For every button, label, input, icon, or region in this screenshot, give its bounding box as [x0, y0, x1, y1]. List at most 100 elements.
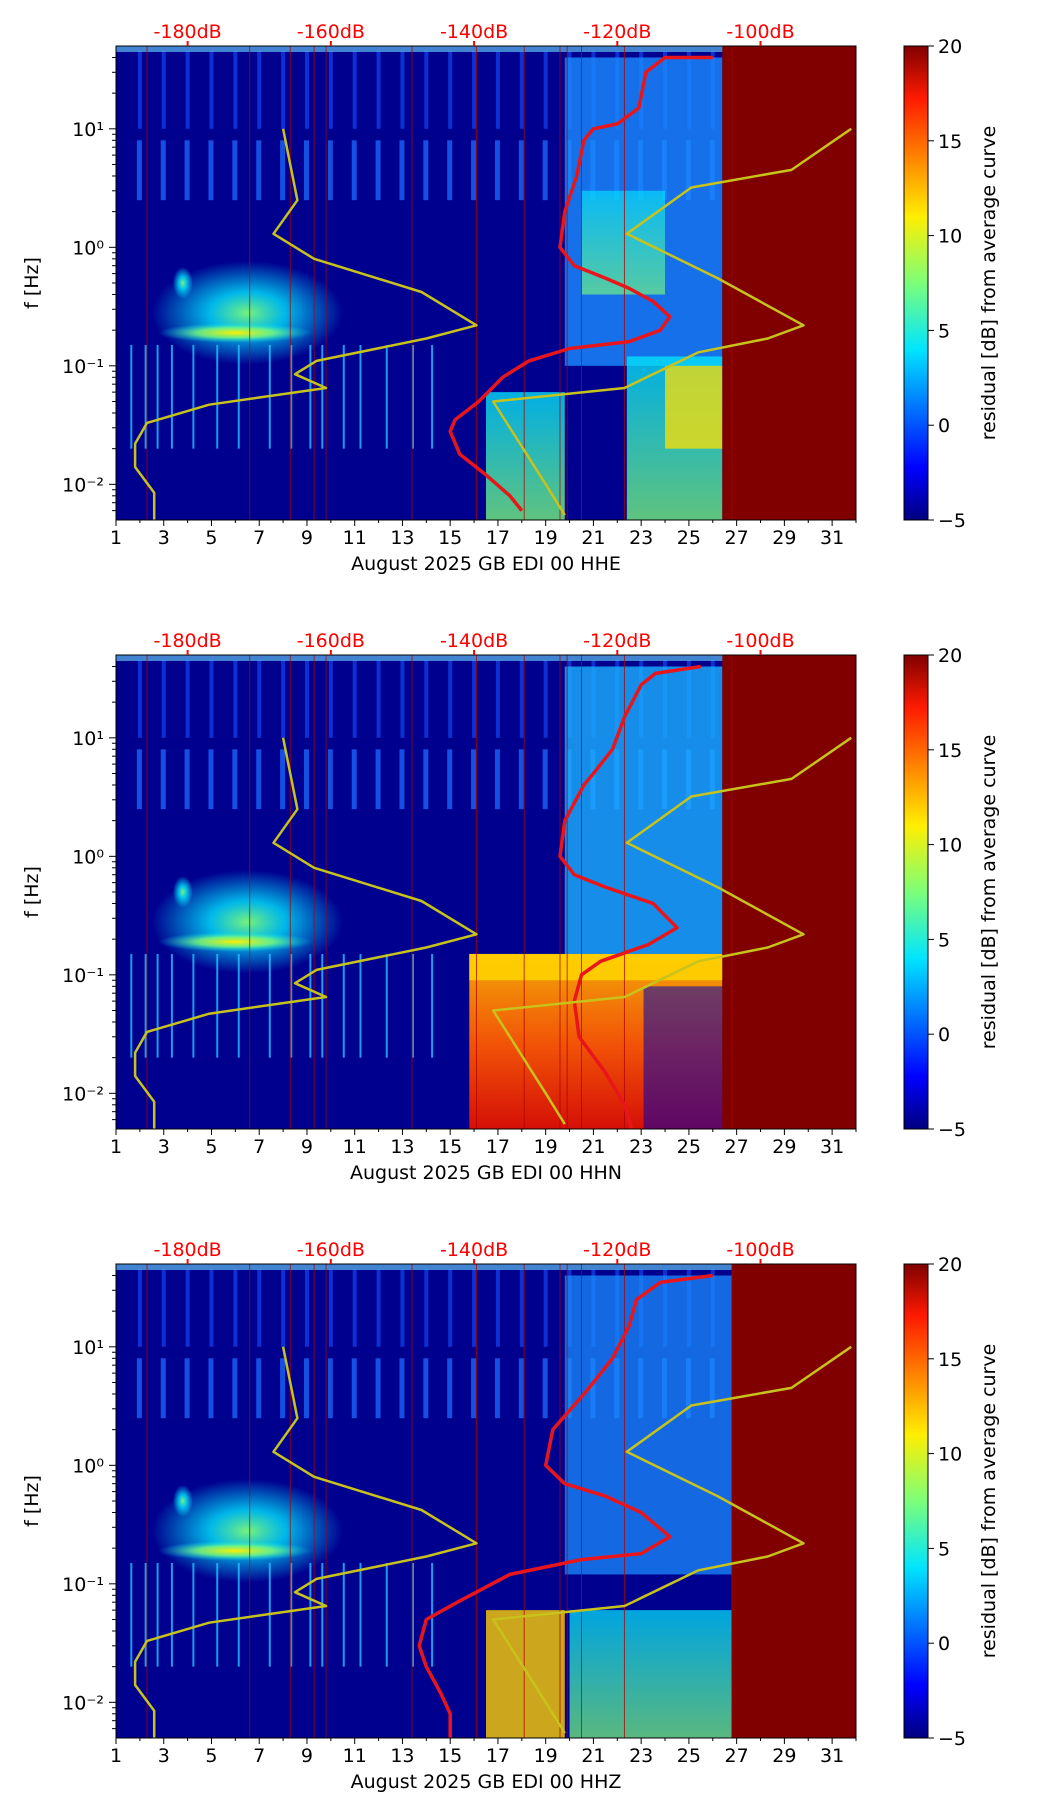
stripe	[448, 51, 453, 129]
stripe	[423, 749, 429, 810]
stripe	[257, 660, 262, 738]
x-tick-label: 7	[253, 1745, 265, 1767]
spike	[290, 953, 293, 1058]
y-axis-label: f [Hz]	[21, 257, 43, 309]
x-tick-label: 27	[725, 1745, 749, 1767]
colorbar-tick-label: 5	[938, 320, 950, 342]
y-tick-label: 10⁻²	[62, 1692, 104, 1714]
x-tick-label: 29	[772, 1745, 796, 1767]
spike	[216, 344, 219, 449]
top-db-axis: -180dB -160dB -140dB -120dB -100dB	[154, 21, 795, 46]
region	[581, 190, 666, 295]
stripe	[137, 51, 142, 129]
colorbar-gradient	[903, 654, 929, 1130]
colorbar-tick-label: 10	[938, 226, 962, 248]
stripe	[519, 1269, 524, 1347]
microseism-spot	[172, 267, 193, 299]
region	[564, 666, 723, 954]
region	[564, 1275, 732, 1575]
x-axis-label: August 2025 GB EDI 00 HHE	[351, 553, 621, 575]
colorbar-tick-label: 5	[938, 929, 950, 951]
saturated-block	[722, 655, 856, 1129]
spike	[156, 1562, 159, 1667]
x-tick-label: 17	[486, 527, 510, 549]
spike	[431, 344, 434, 449]
average-psd-curve	[448, 55, 713, 512]
stripe	[136, 749, 142, 810]
x-tick-label: 15	[438, 527, 462, 549]
stripe	[542, 1358, 548, 1419]
colorbar-gradient	[903, 1263, 929, 1739]
stripe	[494, 749, 500, 810]
colorbar-tick-label: 20	[938, 1254, 962, 1276]
colorbar-tick-label: 20	[938, 36, 962, 58]
colorbar-tick-label: 5	[938, 1538, 950, 1560]
top-db-axis: -180dB -160dB -140dB -120dB -100dB	[154, 630, 795, 655]
stripe	[423, 140, 429, 201]
stripe	[232, 140, 238, 201]
db-tick-label: -160dB	[297, 630, 365, 652]
y-tick-label: 10⁻²	[62, 1083, 104, 1105]
colorbar: −5 0 5 10 15 20 residual [dB] from average cur…	[903, 36, 1000, 532]
spike	[359, 953, 362, 1058]
stripe	[184, 1358, 190, 1419]
db-tick-label: -120dB	[583, 1239, 651, 1261]
stripe	[424, 51, 429, 129]
plot-area	[116, 655, 856, 1129]
spike	[290, 344, 293, 449]
x-tick-label: 7	[253, 1136, 265, 1158]
stripe	[136, 140, 142, 201]
stripe	[232, 749, 238, 810]
stripe	[518, 140, 524, 201]
spike	[359, 344, 362, 449]
colorbar-tick-label: −5	[938, 510, 966, 532]
x-tick-label: 31	[820, 1745, 844, 1767]
stripe	[233, 1269, 238, 1347]
stripe	[542, 140, 548, 201]
y-tick-label: 10¹	[72, 728, 104, 750]
region	[569, 1610, 732, 1738]
y-tick-label: 10⁰	[72, 846, 104, 868]
spike	[192, 1562, 195, 1667]
y-tick-label: 10⁻¹	[62, 965, 104, 987]
stripe	[447, 749, 453, 810]
x-tick-label: 23	[629, 1136, 653, 1158]
stripe	[494, 140, 500, 201]
stripe	[351, 1358, 357, 1419]
microseism-spot	[172, 876, 193, 908]
spike	[156, 953, 159, 1058]
x-tick-label: 15	[438, 1745, 462, 1767]
colorbar-tick-label: 15	[938, 1349, 962, 1371]
microseism-spot	[172, 1485, 193, 1517]
colorbar-label: residual [dB] from average curve	[978, 1344, 1000, 1659]
x-tick-label: 29	[772, 1136, 796, 1158]
x-tick-label: 13	[390, 1136, 414, 1158]
stripe	[161, 660, 166, 738]
stripe	[280, 749, 286, 810]
stripe	[472, 51, 477, 129]
y-axis: 10⁻² 10⁻¹ 10⁰ 10¹ f [Hz]	[21, 1274, 116, 1730]
noise-model-curve	[491, 736, 852, 1125]
y-axis: 10⁻² 10⁻¹ 10⁰ 10¹ f [Hz]	[21, 56, 116, 512]
spike	[309, 344, 312, 449]
stripe	[280, 1358, 286, 1419]
stripe	[256, 749, 262, 810]
stripe	[208, 749, 214, 810]
stripe	[376, 1269, 381, 1347]
spike	[385, 953, 388, 1058]
x-tick-label: 21	[581, 1136, 605, 1158]
spike	[342, 953, 345, 1058]
stripe	[447, 1358, 453, 1419]
stripe	[303, 140, 309, 201]
stripe	[328, 1269, 333, 1347]
y-tick-label: 10⁰	[72, 1455, 104, 1477]
spike	[342, 344, 345, 449]
db-tick-label: -180dB	[154, 21, 222, 43]
db-tick-label: -140dB	[440, 630, 508, 652]
x-tick-label: 25	[677, 1745, 701, 1767]
stripe	[448, 660, 453, 738]
colorbar-tick-label: 0	[938, 1024, 950, 1046]
db-tick-label: -100dB	[726, 1239, 794, 1261]
stripe	[303, 1358, 309, 1419]
